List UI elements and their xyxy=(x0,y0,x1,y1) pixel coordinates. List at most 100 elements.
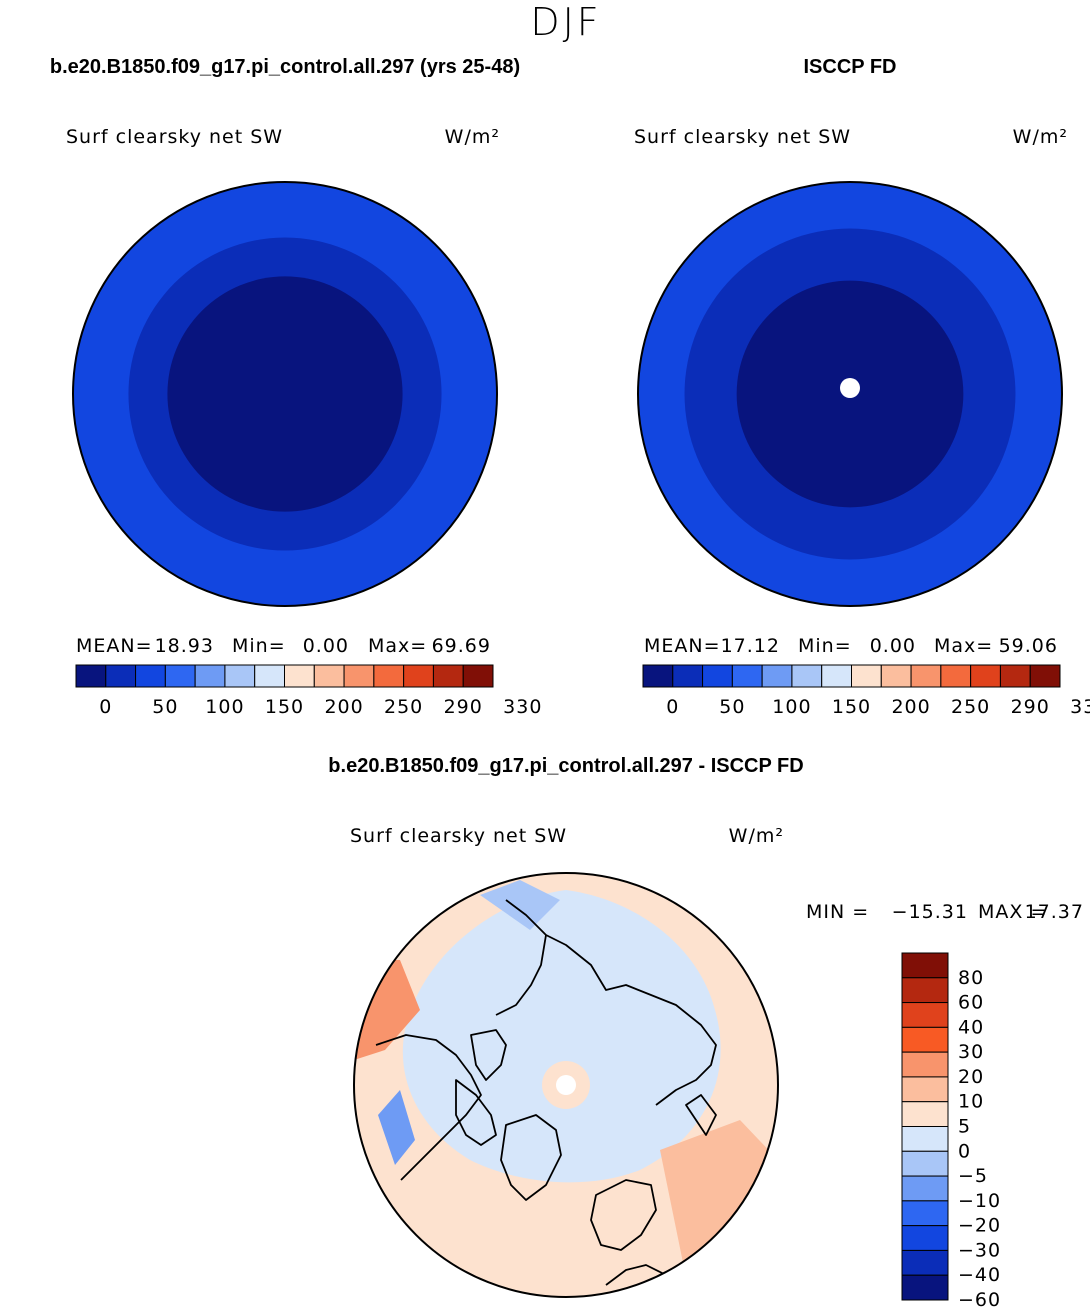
colorbar-level-label: −40 xyxy=(958,1264,1001,1286)
colorbar-tick-label: 150 xyxy=(265,696,304,718)
panel-c-map xyxy=(353,872,779,1298)
colorbar-swatch xyxy=(901,1101,949,1127)
colorbar-level-label: 5 xyxy=(958,1116,971,1138)
colorbar-tick-label: 0 xyxy=(99,696,112,718)
colorbar-tick-label: 50 xyxy=(719,696,745,718)
panel-c-min: −15.31 xyxy=(892,901,968,923)
colorbar-swatch xyxy=(901,1225,949,1251)
colorbar-swatch xyxy=(343,664,375,688)
panel-c-variable: Surf clearsky net SW xyxy=(350,825,567,847)
colorbar-swatch xyxy=(901,1026,949,1053)
colorbar-swatch xyxy=(821,664,853,688)
colorbar-swatch xyxy=(224,664,256,688)
panel-b-units: W/m² xyxy=(1013,126,1068,148)
colorbar-swatch xyxy=(791,664,823,688)
panel-a-border xyxy=(72,181,498,607)
colorbar-swatch xyxy=(313,664,345,688)
panel-b-map xyxy=(637,181,1063,607)
colorbar-tick-label: 50 xyxy=(152,696,178,718)
colorbar-swatch xyxy=(901,1200,949,1227)
colorbar-swatch xyxy=(999,664,1031,688)
panel-b-max-label: Max= xyxy=(934,635,993,657)
colorbar-swatch xyxy=(194,664,226,688)
colorbar-swatch xyxy=(901,1150,949,1177)
colorbar-swatch xyxy=(164,664,196,688)
colorbar-level-label: −20 xyxy=(958,1215,1001,1237)
colorbar-level-label: 60 xyxy=(958,992,984,1014)
colorbar-tick-label: 290 xyxy=(1011,696,1050,718)
panel-b-stats: MEAN= 17.12 Min= 0.00 Max= 59.06 xyxy=(644,635,1058,657)
colorbar-swatch xyxy=(373,664,405,688)
colorbar-tick-label: 250 xyxy=(951,696,990,718)
colorbar-swatch xyxy=(910,664,942,688)
colorbar-swatch xyxy=(642,664,674,688)
colorbar-swatch xyxy=(901,1274,949,1301)
colorbar-swatch xyxy=(731,664,763,688)
map-band-2 xyxy=(167,276,403,512)
panel-c-stats: MIN = −15.31 MAX = 17.37 xyxy=(806,901,1083,923)
colorbar-swatch xyxy=(1029,664,1061,688)
panel-a-title: b.e20.B1850.f09_g17.pi_control.all.297 (… xyxy=(50,56,520,78)
colorbar-swatch xyxy=(880,664,912,688)
colorbar-tick-label: 330 xyxy=(503,696,542,718)
panel-a-mean-label: MEAN= xyxy=(76,635,153,657)
colorbar-swatch xyxy=(254,664,285,688)
colorbar-swatch xyxy=(462,664,494,688)
panel-b-colorbar: 0 50 100 150 200 250 290 330 xyxy=(642,664,1090,718)
colorbar-swatch xyxy=(761,664,793,688)
panel-a-max-label: Max= xyxy=(368,635,427,657)
colorbar-swatch xyxy=(851,664,882,688)
colorbar-swatch xyxy=(970,664,1001,688)
colorbar-level-label: −5 xyxy=(958,1165,988,1187)
panel-c-negative-patch-2 xyxy=(378,1090,415,1165)
colorbar-swatch xyxy=(702,664,733,688)
colorbar-tick-label: 250 xyxy=(384,696,423,718)
panel-b-max: 59.06 xyxy=(999,635,1058,657)
colorbar-tick-label: 200 xyxy=(324,696,363,718)
colorbar-level-label: 40 xyxy=(958,1016,984,1038)
colorbar-tick-label: 150 xyxy=(832,696,871,718)
colorbar-swatch xyxy=(901,1126,949,1152)
colorbar-swatch xyxy=(432,664,464,688)
season-title: DJF xyxy=(530,0,601,44)
colorbar-level-label: −30 xyxy=(958,1239,1001,1261)
panel-b-title: ISCCP FD xyxy=(804,56,897,78)
colorbar-swatch xyxy=(403,664,434,688)
colorbar-tick-label: 100 xyxy=(772,696,811,718)
panel-a-colorbar: 0 50 100 150 200 250 290 330 xyxy=(75,664,542,718)
panel-a-units: W/m² xyxy=(445,126,500,148)
panel-b-min: 0.00 xyxy=(870,635,916,657)
panel-a-min: 0.00 xyxy=(303,635,349,657)
panel-c-negative-patch xyxy=(480,880,560,930)
panel-b-mean: 17.12 xyxy=(721,635,780,657)
colorbar-level-label: 80 xyxy=(958,967,984,989)
panel-b-pole-hole xyxy=(840,378,860,398)
panel-a-map xyxy=(72,181,498,607)
panel-b-min-label: Min= xyxy=(798,635,852,657)
colorbar-level-label: −10 xyxy=(958,1190,1001,1212)
colorbar-swatch xyxy=(901,1051,949,1078)
colorbar-swatch xyxy=(284,664,315,688)
panel-c-max-label: MAX = xyxy=(978,901,1047,923)
colorbar-swatch xyxy=(901,1002,949,1028)
panel-a-mean: 18.93 xyxy=(155,635,214,657)
panel-b-mean-label: MEAN= xyxy=(644,635,721,657)
panel-a-variable: Surf clearsky net SW xyxy=(66,126,283,148)
colorbar-tick-label: 290 xyxy=(444,696,483,718)
panel-b-border xyxy=(637,181,1063,607)
panel-c-pole-hole xyxy=(556,1075,576,1095)
colorbar-swatch xyxy=(135,664,166,688)
panel-a-stats: MEAN= 18.93 Min= 0.00 Max= 69.69 xyxy=(76,635,490,657)
panel-c-border xyxy=(353,872,779,1298)
colorbar-swatch xyxy=(940,664,972,688)
panel-c-eurasia-positive xyxy=(660,1120,778,1297)
colorbar-tick-label: 200 xyxy=(891,696,930,718)
panel-c-arctic-negative xyxy=(402,890,721,1183)
colorbar-swatch xyxy=(105,664,137,688)
colorbar-swatch xyxy=(901,952,949,979)
panel-c-units: W/m² xyxy=(729,825,784,847)
panel-c-title: b.e20.B1850.f09_g17.pi_control.all.297 -… xyxy=(328,755,803,777)
colorbar-level-label: 30 xyxy=(958,1041,984,1063)
panel-a-min-label: Min= xyxy=(232,635,286,657)
